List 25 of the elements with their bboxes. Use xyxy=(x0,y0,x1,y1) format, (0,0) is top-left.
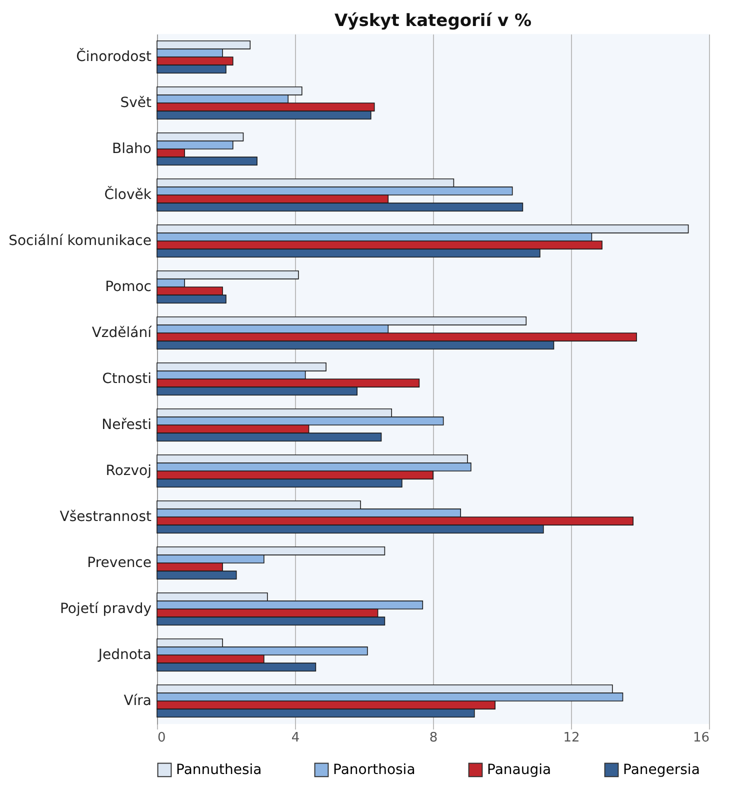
x-tick-label: 8 xyxy=(429,730,438,746)
y-tick-label: Rozvoj xyxy=(106,463,152,479)
y-tick-label: Činorodost xyxy=(76,48,152,65)
y-tick-label: Člověk xyxy=(104,186,152,203)
y-tick-label: Sociální komunikace xyxy=(8,233,152,249)
legend-label: Panorthosia xyxy=(333,762,416,778)
y-tick-label: Jednota xyxy=(97,647,152,663)
y-tick-label: Víra xyxy=(124,693,152,709)
y-tick-label: Pomoc xyxy=(105,279,152,295)
x-tick-label: 16 xyxy=(692,730,710,746)
y-tick-label: Ctnosti xyxy=(102,371,152,387)
y-tick-label: Svět xyxy=(120,95,152,111)
x-tick-label: 12 xyxy=(563,730,580,746)
legend-label: Panaugia xyxy=(487,762,552,778)
legend-label: Pannuthesia xyxy=(176,762,262,778)
x-tick-label: 4 xyxy=(291,730,300,746)
legend-label: Panegersia xyxy=(623,762,700,778)
y-tick-label: Pojetí pravdy xyxy=(60,601,152,617)
y-tick-label: Všestrannost xyxy=(60,509,152,525)
x-tick-label: 0 xyxy=(158,730,166,746)
y-tick-label: Neřesti xyxy=(102,417,152,433)
chart-title: Výskyt kategorií v % xyxy=(334,11,532,31)
y-tick-label: Blaho xyxy=(112,141,152,157)
y-tick-label: Prevence xyxy=(87,555,152,571)
y-tick-label: Vzdělání xyxy=(92,325,153,341)
